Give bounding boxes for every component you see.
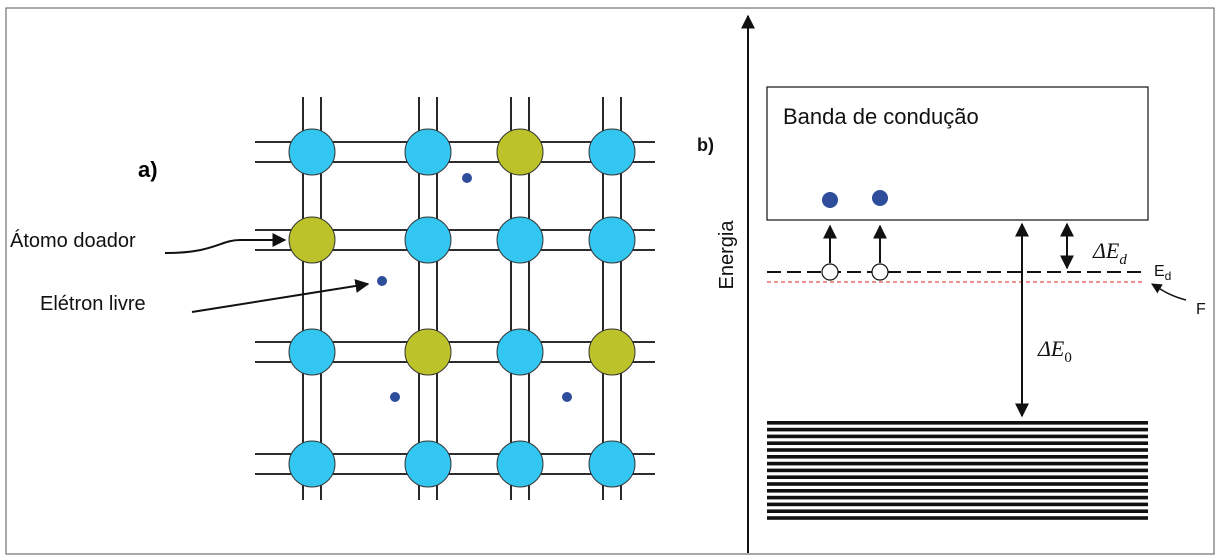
free-electron <box>390 392 400 402</box>
valence-stripe <box>767 496 1148 500</box>
donor-arrow <box>165 240 285 253</box>
panel-b-label: b) <box>697 135 714 155</box>
valence-stripe <box>767 503 1148 507</box>
conduction-band-label: Banda de condução <box>783 104 979 129</box>
valence-stripe <box>767 509 1148 513</box>
page: a) Átomo doador Elétron livre Energia b)… <box>0 0 1220 556</box>
ed-symbol: E <box>1154 263 1165 280</box>
host-atom <box>589 217 635 263</box>
valence-stripe <box>767 421 1148 425</box>
host-atom <box>497 217 543 263</box>
donor-atom <box>405 329 451 375</box>
host-atom <box>497 441 543 487</box>
diagram: a) Átomo doador Elétron livre Energia b)… <box>0 0 1220 556</box>
donor-atom <box>589 329 635 375</box>
host-atom <box>289 441 335 487</box>
valence-stripe <box>767 435 1148 439</box>
donor-atom <box>289 217 335 263</box>
free-electron <box>377 276 387 286</box>
free-electron <box>562 392 572 402</box>
host-atom <box>405 217 451 263</box>
valence-stripe <box>767 475 1148 479</box>
energy-axis-label: Energia <box>716 220 738 290</box>
lattice <box>255 97 655 500</box>
panel-a-label-text: a) <box>138 157 158 182</box>
host-atom <box>589 129 635 175</box>
valence-stripe <box>767 441 1148 445</box>
delta-e0-subscript: 0 <box>1064 350 1072 366</box>
host-atom <box>405 441 451 487</box>
valence-stripe <box>767 516 1148 520</box>
valence-band <box>767 421 1148 520</box>
host-atom <box>405 129 451 175</box>
ed-label: Ed <box>1154 263 1171 283</box>
donor-state <box>872 264 888 280</box>
valence-stripe <box>767 469 1148 473</box>
donor-atom <box>497 129 543 175</box>
delta-ed-subscript: d <box>1119 252 1127 268</box>
delta-ed-label: ΔEd <box>1092 238 1127 268</box>
panel-a-label: a) <box>138 157 158 182</box>
valence-stripe <box>767 428 1148 432</box>
free-electron <box>462 173 472 183</box>
host-atom <box>589 441 635 487</box>
valence-stripe <box>767 462 1148 466</box>
delta-e0-symbol: ΔE <box>1037 336 1065 361</box>
fermi-arrow <box>1152 284 1186 300</box>
fermi-label: F <box>1196 301 1206 318</box>
electron-arrow <box>192 284 368 312</box>
electron-label: Elétron livre <box>40 293 146 315</box>
host-atom <box>289 129 335 175</box>
host-atom <box>497 329 543 375</box>
donor-label: Átomo doador <box>10 229 136 252</box>
host-atom <box>289 329 335 375</box>
delta-ed-symbol: ΔE <box>1092 238 1120 263</box>
valence-stripe <box>767 482 1148 486</box>
delta-e0-label: ΔE0 <box>1037 336 1072 366</box>
valence-stripe <box>767 489 1148 493</box>
electron <box>872 190 888 206</box>
valence-stripe <box>767 455 1148 459</box>
donor-state <box>822 264 838 280</box>
ed-subscript: d <box>1165 269 1172 283</box>
valence-stripe <box>767 448 1148 452</box>
electron <box>822 192 838 208</box>
